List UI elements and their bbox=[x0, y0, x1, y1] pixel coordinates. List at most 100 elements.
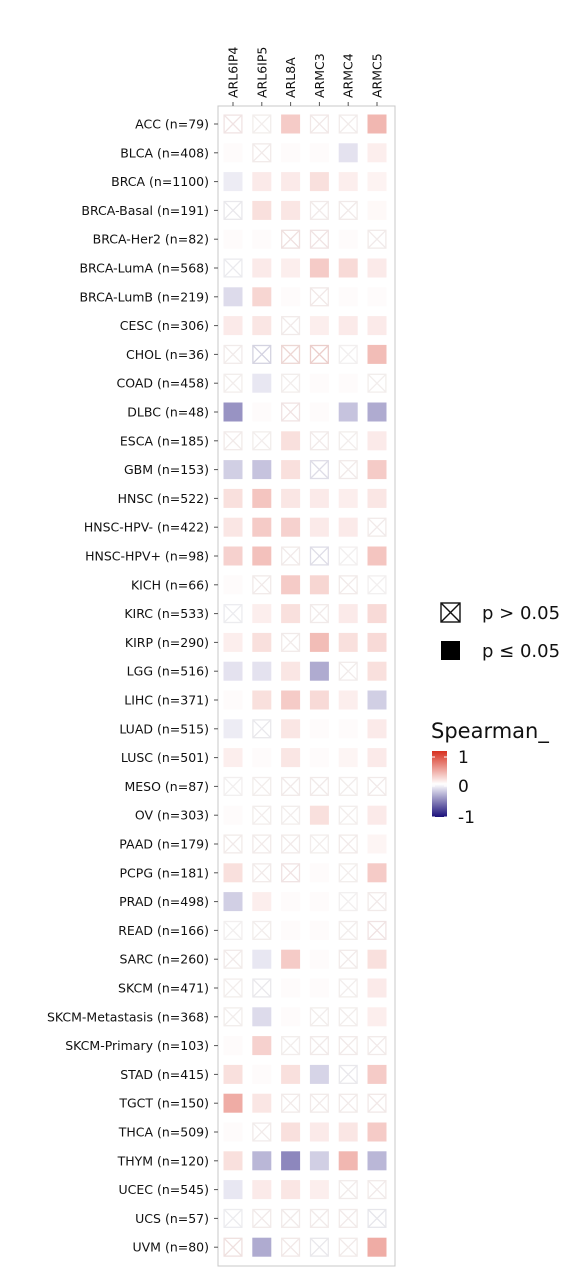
heatmap-cell-nonsignificant bbox=[338, 344, 358, 364]
cell-cross bbox=[223, 1237, 243, 1257]
heatmap-cell bbox=[367, 114, 387, 134]
heatmap-cell-nonsignificant bbox=[252, 1122, 272, 1142]
heatmap-cell-nonsignificant bbox=[367, 920, 387, 940]
cell-cross bbox=[338, 1093, 358, 1113]
y-tick-label: LUSC (n=501) bbox=[121, 750, 209, 765]
cell-cross bbox=[281, 229, 300, 249]
cell-cross bbox=[281, 777, 300, 796]
cell-outline bbox=[309, 114, 329, 134]
heatmap-cell bbox=[223, 719, 243, 739]
cell-cross bbox=[281, 633, 300, 652]
heatmap-cell bbox=[309, 632, 329, 652]
heatmap-cell bbox=[252, 949, 272, 969]
cell-outline bbox=[252, 920, 272, 940]
heatmap-cell-nonsignificant bbox=[252, 114, 272, 134]
cell-cross bbox=[338, 201, 358, 220]
heatmap-cell bbox=[309, 143, 329, 163]
heatmap-cell bbox=[252, 690, 272, 710]
heatmap-cell bbox=[367, 431, 387, 451]
heatmap-cell bbox=[223, 546, 243, 566]
cell-cross bbox=[310, 1007, 329, 1027]
cell-cross bbox=[338, 1007, 358, 1027]
cell-cross bbox=[338, 892, 358, 911]
heatmap-cell bbox=[338, 373, 358, 393]
heatmap-cell bbox=[223, 517, 243, 537]
cell-cross bbox=[223, 1007, 243, 1027]
heatmap-cell bbox=[309, 949, 329, 969]
cell-outline bbox=[252, 1208, 272, 1228]
heatmap-cell bbox=[338, 287, 358, 307]
heatmap-cell bbox=[338, 258, 358, 278]
heatmap-cell bbox=[223, 488, 243, 508]
heatmap-cell-nonsignificant bbox=[338, 776, 358, 796]
y-tick-label: KICH (n=66) bbox=[131, 577, 209, 592]
cell-cross bbox=[281, 402, 300, 422]
cell-outline bbox=[281, 805, 301, 825]
heatmap-cell bbox=[309, 892, 329, 912]
colorbar-tick-label: -1 bbox=[458, 808, 475, 828]
heatmap-cell bbox=[338, 604, 358, 624]
cell-outline bbox=[367, 1208, 387, 1228]
cell-outline bbox=[281, 776, 301, 796]
cell-outline bbox=[338, 949, 358, 969]
heatmap-cell bbox=[338, 719, 358, 739]
cell-outline bbox=[252, 431, 272, 451]
plot-panel bbox=[217, 105, 396, 1267]
cell-outline bbox=[367, 1036, 387, 1056]
heatmap-cell bbox=[367, 402, 387, 422]
heatmap-cell bbox=[367, 719, 387, 739]
heatmap-cell bbox=[367, 143, 387, 163]
heatmap-cell-nonsignificant bbox=[338, 949, 358, 969]
heatmap-cell bbox=[367, 632, 387, 652]
heatmap-cell-nonsignificant bbox=[338, 114, 358, 134]
heatmap-cell bbox=[252, 1237, 272, 1257]
cell-outline bbox=[252, 863, 272, 883]
cell-outline bbox=[252, 344, 272, 364]
cell-cross bbox=[252, 114, 272, 134]
cell-cross bbox=[252, 1209, 272, 1228]
heatmap-cell bbox=[223, 1151, 243, 1171]
cell-cross bbox=[367, 1209, 387, 1228]
heatmap-cell bbox=[367, 978, 387, 998]
heatmap-cell bbox=[252, 1180, 272, 1200]
heatmap-cell-nonsignificant bbox=[338, 460, 358, 480]
cell-outline bbox=[281, 863, 301, 883]
cell-outline bbox=[223, 114, 243, 134]
heatmap-cell bbox=[338, 517, 358, 537]
x-tick-label: ARMC5 bbox=[370, 53, 385, 98]
cell-outline bbox=[281, 402, 301, 422]
cell-cross bbox=[367, 517, 387, 537]
y-tick-label: READ (n=166) bbox=[118, 923, 209, 938]
cell-outline bbox=[309, 1093, 329, 1113]
cell-cross bbox=[367, 892, 387, 911]
heatmap-cell bbox=[252, 1007, 272, 1027]
y-tick-label: SKCM (n=471) bbox=[118, 981, 209, 996]
heatmap-cell bbox=[338, 488, 358, 508]
y-tick-label: BLCA (n=408) bbox=[120, 145, 209, 160]
heatmap-cell bbox=[309, 258, 329, 278]
heatmap-cell-nonsignificant bbox=[252, 834, 272, 854]
heatmap-cell bbox=[309, 863, 329, 883]
y-tick-label: UCS (n=57) bbox=[135, 1211, 209, 1226]
heatmap-cell-nonsignificant bbox=[281, 863, 301, 883]
heatmap-cell bbox=[309, 1180, 329, 1200]
heatmap-cell-nonsignificant bbox=[252, 863, 272, 883]
heatmap-cell-nonsignificant bbox=[281, 316, 301, 336]
cell-cross bbox=[223, 949, 243, 969]
y-tick-label: UCEC (n=545) bbox=[119, 1182, 210, 1197]
cell-outline bbox=[281, 1036, 301, 1056]
cell-cross bbox=[223, 201, 243, 220]
heatmap-cell bbox=[281, 114, 301, 134]
heatmap-cell bbox=[281, 920, 301, 940]
heatmap-cell-nonsignificant bbox=[281, 1036, 301, 1056]
cell-cross bbox=[338, 777, 358, 796]
heatmap-cell-nonsignificant bbox=[309, 460, 329, 480]
heatmap-cell bbox=[252, 604, 272, 624]
heatmap-cell bbox=[252, 1036, 272, 1056]
cell-outline bbox=[252, 978, 272, 998]
heatmap-cell bbox=[252, 632, 272, 652]
cell-outline bbox=[338, 1208, 358, 1228]
cell-cross bbox=[338, 978, 358, 998]
y-tick-label: KIRP (n=290) bbox=[125, 635, 209, 650]
heatmap-cell bbox=[252, 546, 272, 566]
